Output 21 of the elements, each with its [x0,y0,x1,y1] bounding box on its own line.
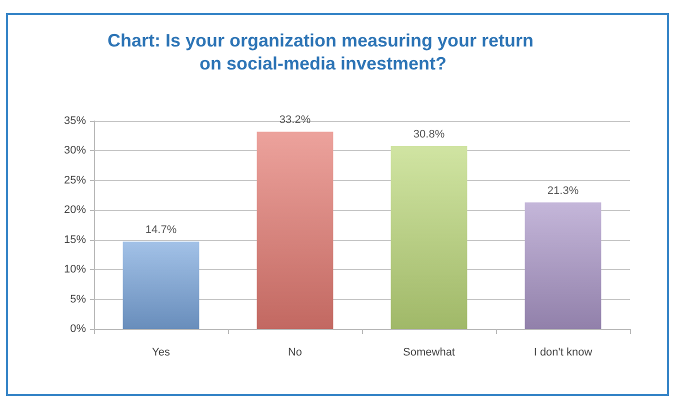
y-tick-label: 15% [64,234,86,246]
data-label: 33.2% [279,114,311,126]
bar [122,242,200,329]
x-tick-label: Yes [152,346,170,358]
data-label: 21.3% [547,184,579,197]
chart-title: Chart: Is your organization measuring your return on social-media investment? [107,30,539,74]
bar [524,202,602,329]
y-tick-label: 30% [64,144,86,157]
x-tick-label: I don't know [534,346,592,358]
data-label: 14.7% [145,224,177,236]
bar [390,146,468,329]
y-tick-label: 35% [64,115,86,127]
y-tick-label: 0% [70,323,86,335]
y-tick-label: 20% [64,204,86,216]
y-tick-label: 5% [70,293,86,306]
y-tick-label: 25% [64,174,86,186]
x-tick-label: No [288,346,302,358]
y-tick-label: 10% [64,264,86,276]
data-label: 30.8% [413,128,445,140]
x-tick-label: Somewhat [403,346,455,358]
bar [256,132,334,329]
